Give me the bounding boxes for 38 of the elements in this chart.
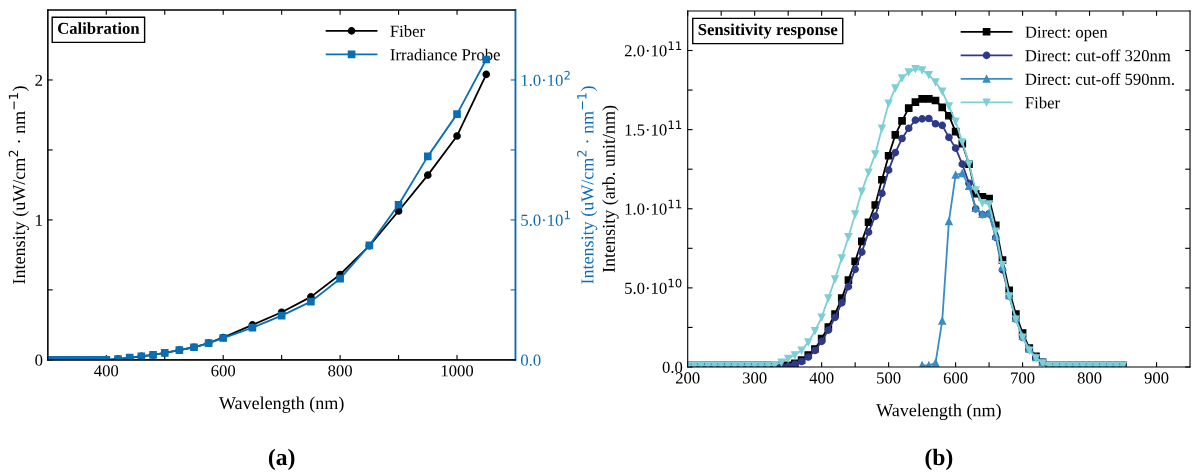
text: Sensitivity response	[698, 23, 838, 39]
x-tick-label: 700	[1011, 372, 1035, 384]
y2-tick-label: 0.0	[520, 354, 541, 366]
x-tick-label: 400	[809, 372, 834, 384]
y-tick-label: 2.0·10$^{11}$	[624, 41, 682, 57]
legend-label: Direct: cut-off 320nm	[1025, 49, 1171, 62]
legend-label: Direct: open	[1025, 26, 1108, 42]
x-tick-label: 900	[1144, 372, 1169, 384]
legend-label: Fiber	[390, 25, 425, 37]
text: (b)	[925, 448, 953, 471]
y-tick-label: 1	[36, 214, 42, 226]
x-tick-label: 800	[1077, 372, 1102, 384]
x-tick-label: 300	[742, 372, 767, 384]
y-axis-title: Intensity (uW/cm$^{2}$ · nm$^{−1}$)	[8, 86, 29, 284]
text: (a)	[268, 448, 295, 471]
y-tick-label: 2	[35, 74, 43, 86]
y-tick-label: 0	[35, 354, 43, 366]
x-tick-label: 400	[94, 365, 119, 377]
y2-tick-label: 5.0·10$^{1}$	[521, 210, 570, 226]
x-tick-label: 200	[675, 372, 700, 384]
x-tick-label: 500	[877, 372, 901, 384]
y2-tick-label: 1.0·10$^{2}$	[521, 70, 570, 87]
y-tick-label: 0.0	[662, 361, 683, 374]
text: Calibration	[58, 22, 140, 34]
x-tick-label: 1000	[441, 365, 474, 377]
y-tick-label: 5.0·10$^{10}$	[625, 278, 682, 294]
x-axis-title: Wavelength (nm)	[876, 403, 1001, 421]
x-axis-title: Wavelength (nm)	[218, 396, 344, 413]
legend-label: Direct: cut-off 590nm.	[1025, 72, 1174, 85]
legend-label: Fiber	[1025, 96, 1060, 109]
legend-label: Irradiance Probe	[390, 48, 500, 61]
x-tick-label: 600	[211, 365, 236, 377]
x-tick-label: 600	[943, 372, 968, 384]
y-axis-title: Intensity (arb. unit/nm)	[602, 105, 619, 273]
y-tick-label: 1.0·10$^{11}$	[625, 199, 682, 215]
y2-axis-title: Intensity (uW/cm$^{2}$ · nm$^{−1}$)	[577, 86, 598, 284]
x-tick-label: 800	[328, 365, 352, 377]
y-tick-label: 1.5·10$^{11}$	[625, 120, 682, 136]
